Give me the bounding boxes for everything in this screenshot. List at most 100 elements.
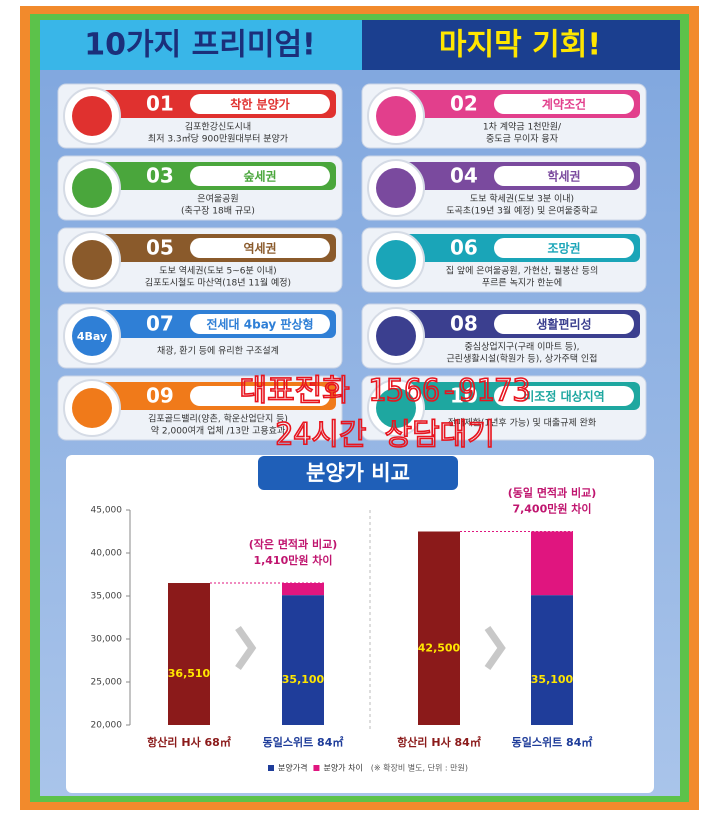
header-left: 10가지 프리미엄!	[84, 28, 315, 63]
bar	[282, 583, 324, 596]
card-desc: 도곡초(19년 3월 예정) 및 은여울중학교	[446, 205, 598, 217]
title-pill	[494, 386, 634, 406]
card-desc: 도보 역세권(도보 5~6분 이내)	[159, 265, 276, 277]
y-tick-label: 40,000	[91, 549, 123, 559]
x-tick-label: 동일스위트 84㎡	[512, 735, 593, 749]
value-label: 42,500	[418, 641, 461, 654]
card-desc: 푸르른 녹지가 한눈에	[482, 278, 562, 289]
legend-label: 분양가 차이	[323, 763, 362, 773]
card-number: 02	[450, 92, 478, 116]
bar	[282, 595, 324, 725]
y-tick-label: 20,000	[91, 721, 123, 731]
card-number: 05	[146, 236, 174, 260]
chart-title: 분양가 비교	[306, 461, 410, 485]
header-right-bg	[362, 20, 680, 70]
overlay: 대표전화 1566-9173 24시간 상담대기	[239, 373, 532, 454]
title-pill	[190, 166, 330, 186]
legend-label: 분양가격	[278, 763, 307, 773]
overlay-text: 24시간 상담대기	[275, 418, 495, 453]
y-tick-label: 35,000	[91, 592, 123, 602]
title-pill	[190, 314, 330, 334]
card-desc: 김포도시철도 마산역(18년 11월 예정)	[145, 277, 291, 289]
legend-swatch	[313, 765, 320, 771]
card-desc: 중심상업지구(구래 이마트 등),	[465, 342, 580, 353]
title-pill	[494, 238, 634, 258]
icon	[376, 388, 416, 428]
chart-title-bg	[258, 456, 458, 490]
card-number: 03	[146, 164, 174, 188]
card-desc: 은여울공원	[197, 193, 238, 205]
card-number: 07	[146, 312, 174, 336]
title-pill	[494, 94, 634, 114]
card-number: 10	[450, 384, 478, 408]
icon	[72, 96, 112, 136]
annotation: 7,400만원 차이	[512, 502, 591, 516]
x-tick-label: 항산리 H사 68㎡	[147, 735, 231, 749]
bar	[531, 595, 573, 725]
card-desc: 채광, 환기 등에 유리한 구조설계	[157, 345, 279, 357]
title-pill	[494, 166, 634, 186]
card-title: 생활편리성	[536, 317, 591, 332]
chevron	[484, 625, 506, 671]
card-desc: 김포한강신도시내	[185, 121, 251, 133]
card-number: 01	[146, 92, 174, 116]
legend-swatch	[268, 765, 274, 771]
value-label: 35,100	[531, 673, 574, 686]
card-desc: 최저 3.3㎡당 900만원대부터 분양가	[148, 134, 288, 145]
chevron	[235, 625, 257, 671]
bar	[418, 531, 460, 725]
card-desc: 도보 학세권(도보 3분 이내)	[470, 193, 574, 205]
card-title: 역세권	[243, 241, 276, 256]
icon	[376, 240, 416, 280]
chart-note: (※ 확장비 별도, 단위 : 만원)	[371, 763, 468, 773]
icon	[376, 96, 416, 136]
value-label: 36,510	[168, 667, 211, 680]
card-desc: 중도금 무이자 융자	[486, 134, 559, 145]
y-tick-label: 45,000	[91, 506, 123, 516]
card-desc: 근린생활시설(학원가 등), 상가주택 인접	[447, 353, 598, 365]
icon	[376, 168, 416, 208]
card-number: 08	[450, 312, 478, 336]
bar	[531, 531, 573, 596]
card-title: 계약조건	[542, 97, 586, 112]
icon	[72, 316, 112, 356]
x-tick-label: 동일스위트 84㎡	[263, 735, 344, 749]
card-number: 04	[450, 164, 478, 188]
icon	[376, 316, 416, 356]
icon-label: 4Bay	[77, 330, 107, 343]
card-desc: (축구장 18배 규모)	[181, 206, 255, 217]
card-title: 착한 분양가	[230, 97, 289, 112]
card-number: 09	[146, 384, 174, 408]
y-tick-label: 25,000	[91, 678, 123, 688]
card-desc: 1차 계약금 1천만원/	[483, 121, 562, 133]
annotation: (동일 면적과 비교)	[508, 486, 597, 500]
card-title: 숲세권	[243, 169, 276, 184]
card-title: 학세권	[547, 169, 580, 184]
card-title: 비조정 대상지역	[523, 389, 604, 404]
chart-box	[66, 455, 654, 793]
card-desc: 약 2,000여개 업체 /13만 고용효과	[151, 425, 286, 437]
card-desc: 집 앞에 은여울공원, 가현산, 필봉산 등의	[446, 265, 599, 277]
card-title: 전세대 4bay 판상형	[206, 317, 313, 332]
icon	[72, 388, 112, 428]
annotation: 1,410만원 차이	[253, 553, 332, 567]
title-pill	[494, 314, 634, 334]
icon	[72, 168, 112, 208]
y-tick-label: 30,000	[91, 635, 123, 645]
title-pill	[190, 386, 330, 406]
header-left-bg	[40, 20, 362, 70]
card-title: 조망권	[547, 242, 580, 256]
annotation: (작은 면적과 비교)	[249, 537, 338, 551]
title-pill	[190, 94, 330, 114]
header-right: 마지막 기회!	[439, 28, 601, 63]
title-pill	[190, 238, 330, 258]
card-desc: 김포골드밸리(양촌, 학운산업단지 등)	[148, 413, 288, 425]
card-desc: 전매제한(1년후 가능) 및 대출규제 완화	[448, 417, 596, 429]
overlay-text: 대표전화 1566-9173	[239, 374, 530, 409]
icon	[72, 240, 112, 280]
bar	[168, 583, 210, 725]
x-tick-label: 항산리 H사 84㎡	[397, 735, 481, 749]
value-label: 35,100	[282, 673, 325, 686]
